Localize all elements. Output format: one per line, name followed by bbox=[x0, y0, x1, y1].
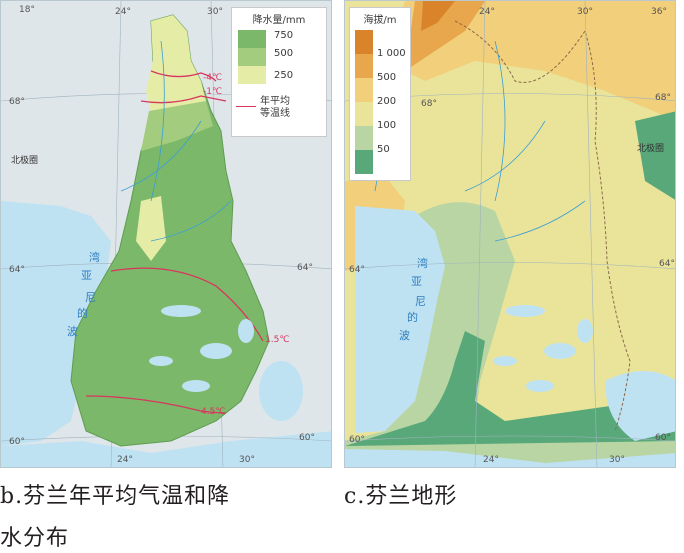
sea-char-4: 的 bbox=[77, 307, 88, 320]
legend-swatch-100 bbox=[355, 102, 373, 126]
legend-label-500: 500 bbox=[377, 72, 397, 83]
legend-label-1000: 1 000 bbox=[377, 48, 406, 59]
caption-map-b-line1: b.芬兰年平均气温和降 bbox=[0, 484, 231, 509]
legend-swatch-500 bbox=[238, 48, 266, 66]
lat-label-60-left: 60° bbox=[349, 435, 365, 445]
lon-label-30-top: 30° bbox=[577, 7, 593, 17]
elevation-legend-title: 海拔/m bbox=[363, 15, 397, 26]
caption-map-b-line2: 水分布 bbox=[0, 526, 70, 551]
sea-char-2: 亚 bbox=[81, 269, 92, 282]
finland-500mm-region bbox=[141, 101, 213, 151]
lon-label-30-top: 30° bbox=[207, 7, 223, 17]
sea-char-1: 湾 bbox=[417, 257, 428, 270]
gulf-of-bothnia bbox=[1, 201, 111, 446]
finland-250mm-region bbox=[146, 15, 206, 116]
lon-label-30-bottom: 30° bbox=[239, 455, 255, 465]
lat-label-64-left: 64° bbox=[9, 265, 25, 275]
precipitation-legend-title: 降水量/mm bbox=[252, 15, 306, 26]
isotherm-label-1-5: 1.5℃ bbox=[265, 335, 290, 345]
sea-char-5: 波 bbox=[399, 329, 410, 342]
sea-char-5: 波 bbox=[67, 325, 78, 338]
national-border bbox=[454, 20, 631, 432]
lon-label-24-bottom: 24° bbox=[483, 455, 499, 465]
legend-swatch-1000 bbox=[355, 30, 373, 54]
lon-label-24-top: 24° bbox=[115, 7, 131, 17]
lakes bbox=[149, 305, 303, 421]
legend-label-50: 50 bbox=[377, 144, 390, 155]
lat-label-60-right: 60° bbox=[655, 433, 671, 443]
white-sea-coast bbox=[635, 111, 675, 200]
isotherm-legend-line bbox=[236, 106, 256, 107]
sea-char-3: 尼 bbox=[415, 295, 426, 308]
lat-label-64-right: 64° bbox=[297, 263, 313, 273]
lakes bbox=[493, 305, 593, 392]
lowland-below-50m bbox=[345, 331, 675, 446]
lat-label-60-right: 60° bbox=[299, 433, 315, 443]
gulf-of-finland bbox=[345, 449, 675, 467]
legend-swatch-250 bbox=[238, 66, 266, 84]
legend-swatch-200 bbox=[355, 78, 373, 102]
gulf-of-bothnia bbox=[355, 206, 445, 433]
caption-map-c: c.芬兰地形 bbox=[344, 484, 458, 509]
sea-char-3: 尼 bbox=[85, 291, 96, 304]
lon-label-36-top: 36° bbox=[651, 7, 667, 17]
lat-label-64-right: 64° bbox=[659, 259, 675, 269]
legend-swatch-750 bbox=[238, 30, 266, 48]
lon-label-24-bottom: 24° bbox=[117, 455, 133, 465]
lat-label-60-left: 60° bbox=[9, 437, 25, 447]
legend-label-100: 100 bbox=[377, 120, 397, 131]
legend-label-250: 250 bbox=[274, 70, 294, 81]
lon-label-18: 18° bbox=[19, 5, 35, 15]
legend-swatch-500 bbox=[355, 54, 373, 78]
isotherm-label-minus4: -4℃ bbox=[203, 73, 223, 83]
rivers bbox=[120, 40, 232, 242]
lake-ladoga bbox=[605, 371, 675, 441]
sea-char-2: 亚 bbox=[411, 275, 422, 288]
lat-label-68-right: 68° bbox=[655, 93, 671, 103]
legend-label-200: 200 bbox=[377, 96, 397, 107]
legend-label-500: 500 bbox=[274, 48, 294, 59]
precipitation-legend: 降水量/mm 750 500 250 年平均 等温线 bbox=[231, 7, 327, 137]
precipitation-temperature-map: 降水量/mm 750 500 250 年平均 等温线 18° 24° 30° 6… bbox=[0, 0, 332, 468]
sea-char-1: 湾 bbox=[89, 251, 100, 264]
lon-label-24-top: 24° bbox=[479, 7, 495, 17]
arctic-circle-label: 北极圈 bbox=[11, 156, 39, 166]
sea-char-4: 的 bbox=[407, 311, 418, 324]
lat-label-68-left: 68° bbox=[9, 97, 25, 107]
legend-label-750: 750 bbox=[274, 30, 294, 41]
isotherm-label-4-5: 4.5℃ bbox=[201, 407, 226, 417]
isotherm-label-minus1: -1℃ bbox=[203, 87, 223, 97]
legend-swatch-50 bbox=[355, 126, 373, 150]
lon-label-30-bottom: 30° bbox=[609, 455, 625, 465]
arctic-circle-label: 北极圈 bbox=[637, 144, 665, 154]
isotherm-legend-label: 年平均 等温线 bbox=[260, 96, 290, 119]
legend-swatch-below-50 bbox=[355, 150, 373, 174]
finland-750mm-region bbox=[70, 14, 270, 447]
elevation-map: 海拔/m 1 000 500 200 100 50 24° 30° 36° 68… bbox=[344, 0, 676, 468]
lat-label-68-left: 68° bbox=[421, 99, 437, 109]
upland-1000m bbox=[421, 1, 455, 31]
gulf-of-finland bbox=[1, 431, 331, 467]
elevation-legend: 海拔/m 1 000 500 200 100 50 bbox=[349, 7, 411, 181]
lat-label-64-left: 64° bbox=[349, 265, 365, 275]
finland-250mm-patch bbox=[136, 196, 166, 261]
elevation-map-graphic bbox=[345, 1, 675, 467]
